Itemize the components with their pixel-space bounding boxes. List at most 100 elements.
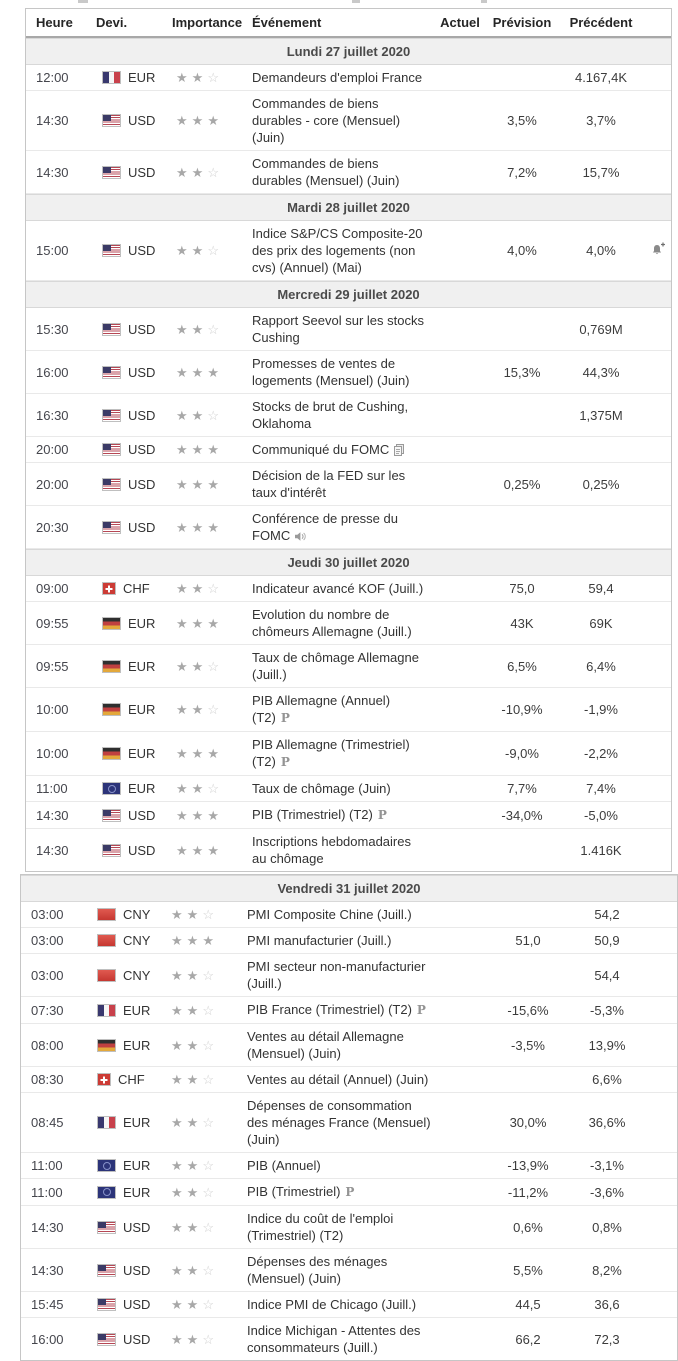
forecast-value: -34,0% (501, 807, 543, 823)
event-time: 08:00 (31, 1037, 64, 1053)
star-icon: ☆ (202, 967, 218, 983)
event-name[interactable]: Indice S&P/CS Composite-20 des prix des … (250, 221, 433, 280)
event-name[interactable]: PIB France (Trimestriel) (T2) P (245, 997, 439, 1023)
event-label[interactable]: Indice S&P/CS Composite-20 des prix des … (252, 226, 423, 275)
event-label[interactable]: Communiqué du FOMC (252, 442, 390, 457)
event-name[interactable]: PIB Allemagne (Trimestriel) (T2) P (250, 732, 433, 775)
currency-code: CNY (123, 907, 151, 922)
event-name[interactable]: Conférence de presse du FOMC (250, 506, 433, 548)
event-name[interactable]: PMI manufacturier (Juill.) (245, 928, 439, 953)
star-icon: ★ (191, 519, 208, 535)
event-name[interactable]: Communiqué du FOMC (250, 437, 433, 462)
col-header-evenement: Événement (252, 15, 322, 30)
event-name[interactable]: Commandes de biens durables (Mensuel) (J… (250, 151, 433, 193)
event-row: 14:30 USD ★★☆ Commandes de biens durables (… (26, 151, 671, 194)
previous-value: 69K (589, 615, 613, 631)
importance-rating: ★★☆ (167, 1180, 245, 1205)
event-name[interactable]: Taux de chômage (Juin) (250, 776, 433, 801)
alert-cell[interactable] (645, 238, 671, 264)
event-name[interactable]: Promesses de ventes de logements (Mensue… (250, 351, 433, 393)
event-name[interactable]: Dépenses de consommation des ménages Fra… (245, 1093, 439, 1152)
event-name[interactable]: Rapport Seevol sur les stocks Cushing (250, 308, 433, 350)
actual-value (433, 168, 487, 176)
event-label[interactable]: Indice du coût de l'emploi (Trimestriel)… (247, 1211, 394, 1243)
actual-value (439, 1076, 493, 1084)
actual-value (439, 1119, 493, 1127)
event-label[interactable]: Promesses de ventes de logements (Mensue… (252, 356, 410, 388)
event-label[interactable]: PMI Composite Chine (Juill.) (247, 907, 412, 922)
event-label[interactable]: Indicateur avancé KOF (Juill.) (252, 581, 424, 596)
us-flag-icon (102, 365, 121, 379)
event-name[interactable]: PIB (Trimestriel) P (245, 1179, 439, 1205)
event-label[interactable]: Indice Michigan - Attentes des consommat… (247, 1323, 421, 1355)
previous-value: 72,3 (594, 1331, 620, 1347)
event-name[interactable]: PMI secteur non-manufacturier (Juill.) (245, 954, 439, 996)
star-icon: ★ (191, 658, 208, 674)
report-document-icon (394, 444, 405, 456)
event-name[interactable]: Commandes de biens durables - core (Mens… (250, 91, 433, 150)
event-label[interactable]: Dépenses de consommation des ménages Fra… (247, 1098, 431, 1147)
event-label[interactable]: Commandes de biens durables (Mensuel) (J… (252, 156, 400, 188)
event-name[interactable]: Indice Michigan - Attentes des consommat… (245, 1318, 439, 1360)
event-name[interactable]: Ventes au détail Allemagne (Mensuel) (Ju… (245, 1024, 439, 1066)
event-name[interactable]: Indice PMI de Chicago (Juill.) (245, 1292, 439, 1317)
event-name[interactable]: PIB (Annuel) (245, 1153, 439, 1178)
event-name[interactable]: Décision de la FED sur les taux d'intérê… (250, 463, 433, 505)
event-row: 09:55 EUR ★★★ Evolution du nombre de chômeu… (26, 602, 671, 645)
previous-value: 0,25% (582, 476, 620, 492)
event-label[interactable]: PIB Allemagne (Annuel) (T2) (252, 693, 391, 725)
event-name[interactable]: Evolution du nombre de chômeurs Allemagn… (250, 602, 433, 644)
currency-cell: EUR (91, 1033, 167, 1058)
event-label[interactable]: Ventes au détail (Annuel) (Juin) (247, 1072, 429, 1087)
event-label[interactable]: Conférence de presse du FOMC (252, 511, 398, 543)
star-icon: ☆ (207, 581, 223, 596)
event-label[interactable]: Taux de chômage Allemagne (Juill.) (252, 650, 419, 682)
event-name[interactable]: Stocks de brut de Cushing, Oklahoma (250, 394, 433, 436)
event-name[interactable]: PMI Composite Chine (Juill.) (245, 902, 439, 927)
event-name[interactable]: Inscriptions hebdomadaires au chômage (250, 829, 433, 871)
currency-code: CNY (123, 967, 151, 983)
actual-value (433, 117, 487, 125)
event-label[interactable]: PIB France (Trimestriel) (T2) (247, 1002, 412, 1017)
event-label[interactable]: Commandes de biens durables - core (Mens… (252, 96, 401, 145)
event-label[interactable]: Rapport Seevol sur les stocks Cushing (252, 313, 424, 345)
actual-value (439, 1041, 493, 1049)
alert-cell (645, 706, 671, 714)
event-label[interactable]: Stocks de brut de Cushing, Oklahoma (252, 399, 409, 431)
event-label[interactable]: Indice PMI de Chicago (Juill.) (247, 1297, 417, 1312)
day-header: Mardi 28 juillet 2020 (26, 194, 671, 221)
event-label[interactable]: Dépenses des ménages (Mensuel) (Juin) (247, 1254, 388, 1286)
previous-value: 54,4 (594, 967, 620, 983)
currency-code: EUR (128, 615, 156, 631)
event-time: 11:00 (36, 781, 68, 796)
previous-value: 4.167,4K (574, 70, 628, 85)
event-label[interactable]: PIB (Trimestriel) (T2) (252, 807, 373, 822)
de-flag-icon (102, 703, 121, 716)
currency-cell: USD (96, 360, 172, 385)
speaker-icon (295, 532, 306, 541)
event-name[interactable]: PIB Allemagne (Annuel) (T2) P (250, 688, 433, 731)
event-name[interactable]: PIB (Trimestriel) (T2) P (250, 802, 433, 828)
event-label[interactable]: PIB Allemagne (Trimestriel) (T2) (252, 737, 410, 769)
event-label[interactable]: Taux de chômage (Juin) (252, 781, 391, 796)
event-label[interactable]: PMI secteur non-manufacturier (Juill.) (247, 959, 426, 991)
event-label[interactable]: PIB (Trimestriel) (247, 1184, 341, 1199)
currency-cell: CNY (91, 902, 167, 927)
event-name[interactable]: Dépenses des ménages (Mensuel) (Juin) (245, 1249, 439, 1291)
event-label[interactable]: Demandeurs d'emploi France (252, 70, 423, 85)
event-label[interactable]: Ventes au détail Allemagne (Mensuel) (Ju… (247, 1029, 404, 1061)
event-name[interactable]: Indice du coût de l'emploi (Trimestriel)… (245, 1206, 439, 1248)
event-label[interactable]: Evolution du nombre de chômeurs Allemagn… (252, 607, 412, 639)
event-label[interactable]: Inscriptions hebdomadaires au chômage (252, 834, 411, 866)
event-label[interactable]: PIB (Annuel) (247, 1158, 321, 1173)
event-name[interactable]: Ventes au détail (Annuel) (Juin) (245, 1067, 439, 1092)
actual-value (439, 971, 493, 979)
event-name[interactable]: Indicateur avancé KOF (Juill.) (250, 576, 433, 601)
event-row: 09:55 EUR ★★☆ Taux de chômage Allemagne (Ju… (26, 645, 671, 688)
previous-value (557, 446, 645, 454)
event-name[interactable]: Taux de chômage Allemagne (Juill.) (250, 645, 433, 687)
event-name[interactable]: Demandeurs d'emploi France (250, 65, 433, 90)
event-label[interactable]: Décision de la FED sur les taux d'intérê… (252, 468, 406, 500)
star-icon: ★ (191, 407, 208, 423)
event-label[interactable]: PMI manufacturier (Juill.) (247, 933, 392, 948)
